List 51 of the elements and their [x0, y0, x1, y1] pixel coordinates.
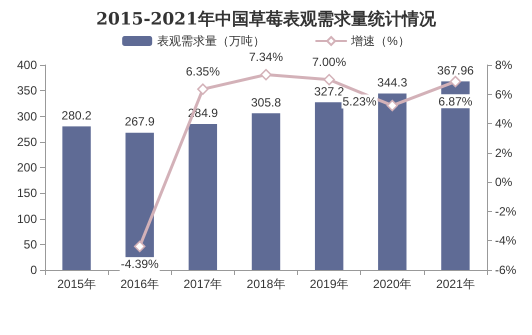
chart-title: 2015-2021年中国草莓表观需求量统计情况: [96, 10, 437, 30]
x-tick-label: 2015年: [57, 277, 96, 291]
y2-tick-label: 6%: [495, 87, 513, 102]
data-label: -4.39%: [120, 257, 160, 272]
y-tick-label: 0: [30, 263, 38, 277]
x-tick-label: 2020年: [372, 277, 412, 291]
data-label: 6.87%: [438, 94, 473, 108]
bar: [378, 94, 406, 270]
bar: [441, 81, 470, 270]
data-label: 367.96: [437, 63, 474, 78]
point: [197, 83, 209, 95]
y-tick-label: 350: [16, 84, 38, 98]
point: [450, 76, 462, 88]
y-tick-label: 300: [16, 109, 38, 124]
x-tick-label: 2016年: [120, 277, 160, 291]
y2-tick-label: -4%: [495, 234, 517, 248]
x-tick-label: 2017年: [184, 277, 222, 291]
bar: [314, 102, 344, 270]
y2-tick-label: 4%: [495, 116, 513, 131]
y-tick-label: 200: [16, 160, 38, 174]
legend-label: 表观需求量（万吨）: [157, 34, 266, 48]
y2-tick-label: -6%: [495, 263, 517, 277]
y-tick-label: 50: [24, 237, 38, 252]
y2-tick-label: 2%: [495, 146, 513, 160]
point: [260, 68, 272, 80]
legend-label: 增速（%）: [350, 34, 410, 48]
data-label: 7.34%: [248, 50, 284, 64]
y2-tick-label: 0%: [495, 175, 513, 190]
y-tick-label: 100: [16, 212, 38, 226]
data-label: 344.3: [377, 76, 408, 90]
data-label: 280.2: [62, 108, 92, 122]
y-tick-label: 400: [16, 58, 38, 72]
bar: [62, 126, 91, 270]
data-label: 267.9: [124, 114, 156, 129]
y2-tick-label: -2%: [495, 204, 517, 218]
x-tick-label: 2018年: [246, 277, 286, 291]
bar: [252, 113, 280, 270]
point: [386, 100, 398, 112]
point: [323, 74, 335, 86]
data-label: 305.8: [250, 95, 282, 110]
bar: [188, 124, 218, 270]
x-tick-label: 2019年: [310, 277, 348, 291]
y-tick-label: 250: [16, 134, 38, 149]
data-label: 7.00%: [312, 54, 346, 69]
y-tick-label: 150: [16, 186, 38, 200]
data-label: 327.2: [314, 84, 344, 98]
data-label: 6.35%: [186, 64, 220, 78]
data-label: 5.23%: [342, 94, 377, 109]
x-tick-label: 2021年: [436, 277, 475, 291]
point: [134, 240, 146, 252]
y2-tick-label: 8%: [495, 58, 513, 72]
